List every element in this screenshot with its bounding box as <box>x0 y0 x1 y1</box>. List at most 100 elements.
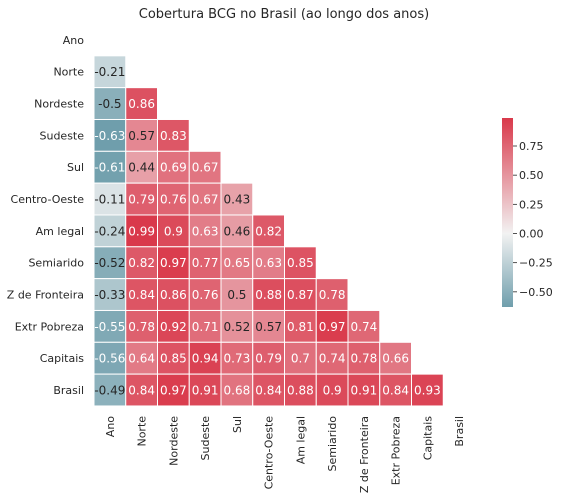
cell-value-label: 0.88 <box>255 288 282 302</box>
heatmap-cell <box>379 341 412 375</box>
heatmap-cell <box>93 246 127 280</box>
cell-value-label: 0.66 <box>382 352 409 366</box>
cell-value-label: 0.63 <box>192 224 219 238</box>
heatmap-cell <box>93 214 127 248</box>
heatmap-cells: -0.21-0.5 0.86-0.63 0.57 0.83-0.61 0.44 0.69 0… <box>93 55 444 407</box>
cell-value-label: -0.5 <box>98 97 121 111</box>
cell-value-label: 0.97 <box>319 320 346 334</box>
heatmap-cell <box>347 309 381 343</box>
cell-value-label: 0.74 <box>319 352 346 366</box>
heatmap-cell <box>188 150 222 184</box>
cell-value-label: 0.44 <box>128 161 155 175</box>
cell-value-label: -0.61 <box>94 161 125 175</box>
cell-value-label: 0.85 <box>160 352 187 366</box>
heatmap-cell <box>252 214 285 248</box>
heatmap-cell <box>157 118 190 152</box>
heatmap-cell <box>188 182 222 216</box>
cell-value-label: 0.77 <box>192 256 219 270</box>
row-labels: Ano Norte Nordeste Sudeste Sul Centro-Oeste Am… <box>7 34 84 397</box>
row-tick-label: Extr Pobreza <box>15 320 84 333</box>
column-tick-label: Z de Fronteira <box>358 416 371 493</box>
heatmap-cell <box>93 373 127 407</box>
column-labels: Ano Norte Nordeste Sudeste Sul Centro-Oeste Am… <box>104 416 466 493</box>
column-tick-label: Am legal <box>294 416 307 464</box>
cell-value-label: 0.81 <box>287 320 314 334</box>
heatmap-cell <box>125 341 158 375</box>
heatmap-cell <box>347 373 381 407</box>
cell-value-label: 0.76 <box>192 288 219 302</box>
cell-value-label: -0.49 <box>94 384 125 398</box>
cell-value-label: 0.78 <box>351 352 378 366</box>
column-tick-label: Centro-Oeste <box>263 416 276 490</box>
heatmap-cell <box>411 373 444 407</box>
heatmap-cell <box>347 341 381 375</box>
heatmap-cell <box>125 246 158 280</box>
heatmap-cell <box>315 278 349 311</box>
cell-value-label: 0.83 <box>160 129 187 143</box>
column-tick-label: Ano <box>104 416 117 437</box>
cell-value-label: -0.52 <box>94 256 125 270</box>
cell-value-label: 0.52 <box>224 320 251 334</box>
colorbar-tick-label: −0.50 <box>519 286 553 299</box>
heatmap-cell <box>125 373 158 407</box>
heatmap-cell <box>220 373 254 407</box>
cell-value-label: 0.76 <box>160 193 187 207</box>
cell-value-label: 0.78 <box>319 288 346 302</box>
cell-value-label: 0.82 <box>255 224 282 238</box>
heatmap-cell <box>252 373 285 407</box>
cell-value-label: 0.67 <box>192 193 219 207</box>
column-tick-label: Extr Pobreza <box>390 416 403 485</box>
cell-value-label: -0.56 <box>94 352 125 366</box>
cell-value-label: -0.55 <box>94 320 125 334</box>
heatmap-cell <box>93 309 127 343</box>
row-tick-label: Am legal <box>36 225 84 238</box>
row-tick-label: Z de Fronteira <box>7 289 84 302</box>
column-tick-label: Nordeste <box>167 416 180 466</box>
cell-value-label: 0.88 <box>287 384 314 398</box>
row-tick-label: Nordeste <box>34 98 84 111</box>
heatmap-cell <box>188 214 222 248</box>
cell-value-label: 0.9 <box>164 224 183 238</box>
cell-value-label: 0.73 <box>224 352 251 366</box>
row-tick-label: Sudeste <box>39 129 84 142</box>
cell-value-label: 0.74 <box>351 320 378 334</box>
row-tick-label: Norte <box>53 66 84 79</box>
colorbar-tick-label: 0.75 <box>519 140 544 153</box>
column-tick-label: Semiarido <box>326 416 339 472</box>
cell-value-label: 0.43 <box>224 193 251 207</box>
cell-value-label: 0.99 <box>128 224 155 238</box>
colorbar-tick-label: 0.25 <box>519 198 544 211</box>
heatmap-cell <box>252 341 285 375</box>
heatmap-cell <box>93 55 127 89</box>
cell-value-label: 0.82 <box>128 256 155 270</box>
cell-value-label: 0.57 <box>128 129 155 143</box>
heatmap-cell <box>188 341 222 375</box>
cell-value-label: 0.46 <box>224 224 251 238</box>
cell-value-label: 0.67 <box>192 161 219 175</box>
cell-value-label: 0.84 <box>382 384 409 398</box>
colorbar: −0.50 −0.25 0.00 0.25 0.50 0.75 <box>502 118 553 307</box>
heatmap-cell <box>220 341 254 375</box>
cell-value-label: 0.91 <box>351 384 378 398</box>
cell-value-label: 0.91 <box>192 384 219 398</box>
cell-value-label: 0.85 <box>287 256 314 270</box>
cell-value-label: 0.79 <box>255 352 282 366</box>
colorbar-gradient <box>502 118 513 307</box>
cell-value-label: -0.24 <box>94 224 125 238</box>
cell-value-label: 0.57 <box>255 320 282 334</box>
cell-value-label: 0.7 <box>291 352 310 366</box>
heatmap-cell <box>188 373 222 407</box>
cell-value-label: 0.86 <box>128 97 155 111</box>
cell-value-label: 0.87 <box>287 288 314 302</box>
row-tick-label: Semiarido <box>28 257 84 270</box>
colorbar-tick-label: −0.25 <box>519 257 553 270</box>
cell-value-label: 0.71 <box>192 320 219 334</box>
cell-value-label: 0.92 <box>160 320 187 334</box>
chart-title: Cobertura BCG no Brasil (ao longo dos an… <box>139 7 429 22</box>
row-tick-label: Capitais <box>40 352 85 365</box>
cell-value-label: 0.69 <box>160 161 187 175</box>
cell-value-label: 0.63 <box>255 256 282 270</box>
heatmap-cell <box>284 373 317 407</box>
cell-value-label: 0.9 <box>323 384 342 398</box>
